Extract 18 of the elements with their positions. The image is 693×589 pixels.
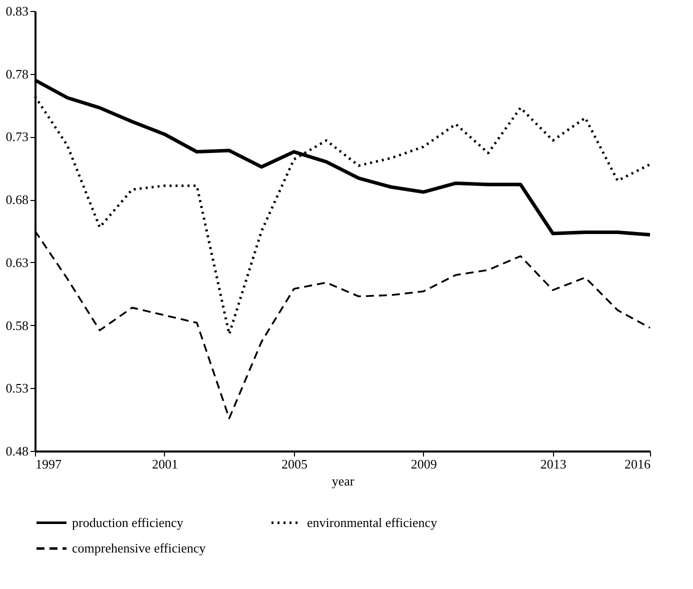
x-tick-label: 2001 xyxy=(152,456,178,472)
x-tick-label: 2005 xyxy=(281,456,308,472)
y-tick-label: 0.63 xyxy=(6,254,28,270)
x-tick-label: 1997 xyxy=(36,456,62,472)
x-axis-title: year xyxy=(332,474,355,488)
y-tick-label: 0.48 xyxy=(6,444,28,458)
x-tick-label: 2016 xyxy=(624,456,651,472)
y-tick-label: 0.73 xyxy=(6,129,28,144)
y-tick-label: 0.83 xyxy=(6,4,28,18)
y-tick-label: 0.53 xyxy=(6,380,28,396)
x-tick-label: 2009 xyxy=(410,456,437,472)
legend-label: environmental efficiency xyxy=(307,514,438,530)
x-tick-label: 2013 xyxy=(540,456,566,472)
y-tick-label: 0.68 xyxy=(6,192,28,208)
y-tick-label: 0.78 xyxy=(6,66,28,82)
legend-label: comprehensive efficiency xyxy=(72,540,206,556)
y-tick-label: 0.58 xyxy=(6,318,28,333)
legend-label: production efficiency xyxy=(72,514,184,530)
